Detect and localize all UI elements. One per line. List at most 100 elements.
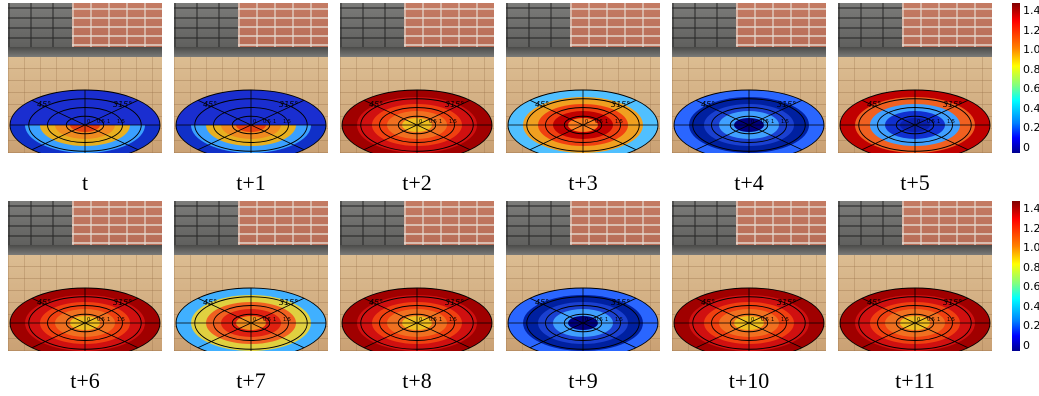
radial-label: 0.5 xyxy=(927,317,935,323)
radial-label: 0 xyxy=(751,317,754,323)
radial-label: 1.5 xyxy=(947,317,955,323)
frame-caption: t+7 xyxy=(236,368,266,393)
polar-heatmap: 45°315°135°225°00.511.5 xyxy=(341,89,493,153)
radial-label: 0.5 xyxy=(97,317,105,323)
radial-label: 1 xyxy=(771,317,774,323)
angle-label: 45° xyxy=(867,298,881,307)
grid-spoke xyxy=(197,322,252,349)
radial-label: 0 xyxy=(751,119,754,125)
colorbar-tick: 0 xyxy=(1023,338,1030,352)
polar-heatmap: 45°315°135°225°00.511.5 xyxy=(507,89,659,153)
colorbar-tick: 0.4 xyxy=(1023,299,1039,313)
radial-label: 1 xyxy=(771,119,774,125)
radial-label: 0.5 xyxy=(429,119,437,125)
grid-spoke xyxy=(197,297,252,324)
angle-label: 315° xyxy=(611,100,630,109)
grid-spoke xyxy=(363,322,418,349)
colorbar-tick: 0.6 xyxy=(1023,82,1039,95)
radial-label: 0 xyxy=(87,119,90,125)
base xyxy=(8,245,162,255)
radial-label: 0 xyxy=(87,317,90,323)
radial-label: 1 xyxy=(273,119,276,125)
grid-spoke xyxy=(748,322,803,349)
polar-heatmap: 45°315°135°225°00.511.5 xyxy=(9,287,161,351)
frame-caption: t+10 xyxy=(728,368,770,393)
colorbar-tick: 0.8 xyxy=(1023,62,1039,76)
frame-caption: t+2 xyxy=(402,170,432,195)
wall-brick xyxy=(72,3,162,55)
frame-caption: t+9 xyxy=(568,368,598,393)
base xyxy=(838,245,992,255)
radial-label: 1 xyxy=(273,317,276,323)
angle-label: 315° xyxy=(943,298,962,307)
polar-heatmap: 45°315°135°225°00.511.5 xyxy=(839,89,991,153)
radial-label: 1 xyxy=(605,119,608,125)
colorbar xyxy=(1012,3,1020,153)
angle-label: 315° xyxy=(777,298,796,307)
angle-label: 315° xyxy=(611,298,630,307)
grid-spoke xyxy=(914,124,969,151)
panel-10: 45°315°135°225°00.511.5 xyxy=(672,201,826,351)
radial-label: 1.5 xyxy=(283,317,291,323)
frame-caption: t+4 xyxy=(734,170,764,195)
colorbar-tick: 1.4 xyxy=(1023,202,1039,215)
colorbar-tick: 0.4 xyxy=(1023,101,1039,115)
radial-label: 0 xyxy=(585,119,588,125)
radial-label: 1.5 xyxy=(449,119,457,125)
grid-spoke xyxy=(416,297,471,324)
panel-2: 45°315°135°225°00.511.5 xyxy=(340,3,494,153)
radial-label: 1.5 xyxy=(615,119,623,125)
grid-spoke xyxy=(363,99,418,126)
colorbar-tick: 1.2 xyxy=(1023,23,1039,37)
colorbar xyxy=(1012,201,1020,351)
base xyxy=(838,47,992,57)
grid-spoke xyxy=(84,322,139,349)
grid-spoke xyxy=(861,322,916,349)
grid-spoke xyxy=(529,322,584,349)
grid-spoke xyxy=(861,99,916,126)
grid-spoke xyxy=(31,297,86,324)
grid-spoke xyxy=(748,124,803,151)
wall-brick xyxy=(238,201,328,253)
colorbar-tick: 1.0 xyxy=(1023,241,1039,254)
polar-heatmap: 45°315°135°225°00.511.5 xyxy=(507,287,659,351)
wall-brick xyxy=(404,201,494,253)
radial-label: 0 xyxy=(917,317,920,323)
grid-spoke xyxy=(84,99,139,126)
grid-spoke xyxy=(250,322,305,349)
radial-label: 0.5 xyxy=(429,317,437,323)
radial-label: 0.5 xyxy=(761,119,769,125)
grid-spoke xyxy=(416,322,471,349)
polar-heatmap: 45°315°135°225°00.511.5 xyxy=(673,89,825,153)
colorbar-tick: 0 xyxy=(1023,140,1030,154)
grid-spoke xyxy=(31,99,86,126)
base xyxy=(340,47,494,57)
angle-label: 45° xyxy=(37,298,51,307)
grid-spoke xyxy=(529,124,584,151)
radial-label: 0.5 xyxy=(595,317,603,323)
polar-heatmap: 45°315°135°225°00.511.5 xyxy=(9,89,161,153)
grid-spoke xyxy=(748,99,803,126)
radial-label: 1.5 xyxy=(615,317,623,323)
radial-label: 1.5 xyxy=(117,317,125,323)
polar-heatmap: 45°315°135°225°00.511.5 xyxy=(839,287,991,351)
grid-spoke xyxy=(695,297,750,324)
radial-label: 1 xyxy=(937,119,940,125)
angle-label: 45° xyxy=(203,100,217,109)
panel-7: 45°315°135°225°00.511.5 xyxy=(174,201,328,351)
grid-spoke xyxy=(529,99,584,126)
frame-caption: t+1 xyxy=(236,170,266,195)
radial-label: 1 xyxy=(439,317,442,323)
grid-spoke xyxy=(363,297,418,324)
panel-1: 45°315°135°225°00.511.5 xyxy=(174,3,328,153)
radial-label: 1 xyxy=(107,119,110,125)
grid-spoke xyxy=(914,99,969,126)
radial-label: 0 xyxy=(419,317,422,323)
grid-spoke xyxy=(582,99,637,126)
wall-brick xyxy=(902,3,992,55)
radial-label: 0 xyxy=(419,119,422,125)
frame-caption: t+6 xyxy=(70,368,100,393)
grid-spoke xyxy=(695,124,750,151)
frame-caption: t+5 xyxy=(900,170,930,195)
